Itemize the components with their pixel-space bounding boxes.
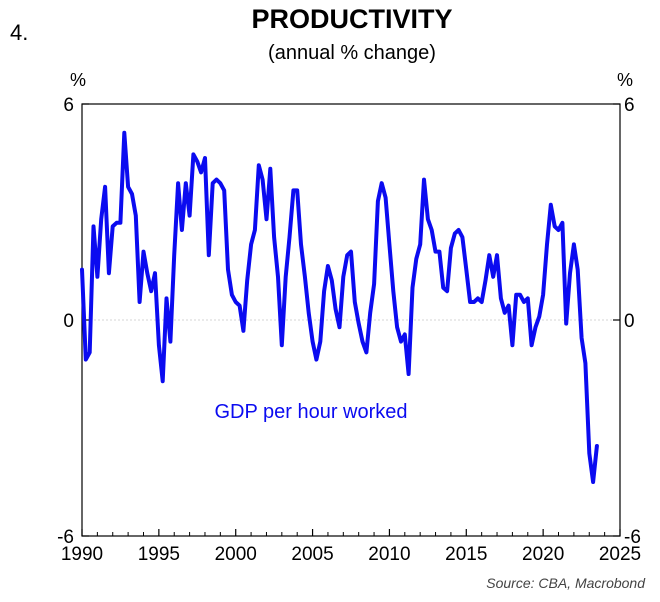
chart-title: PRODUCTIVITY <box>251 4 452 34</box>
x-tick-label: 1990 <box>61 544 103 565</box>
x-tick-label: 2020 <box>522 544 564 565</box>
x-tick-label: 2000 <box>215 544 257 565</box>
y-tick-label-right: 0 <box>624 311 635 332</box>
y-axis-unit-left: % <box>70 70 86 90</box>
y-tick-label-left: 0 <box>63 311 74 332</box>
axis-tick-labels: -6 -6 0 0 6 6 1990 1995 2000 2005 2010 2015 2020 2025 <box>57 95 641 565</box>
y-tick-label-left: 6 <box>63 95 74 116</box>
x-tick-label: 1995 <box>138 544 180 565</box>
x-tick-label: 2015 <box>445 544 487 565</box>
y-tick-label-right: -6 <box>624 527 641 548</box>
x-tick-label: 2010 <box>368 544 410 565</box>
source-note: Source: CBA, Macrobond <box>486 575 646 591</box>
y-tick-label-left: -6 <box>57 527 74 548</box>
series-annotation: GDP per hour worked <box>214 401 407 423</box>
x-tick-label: 2005 <box>291 544 333 565</box>
x-tick-label: 2025 <box>599 544 641 565</box>
y-tick-label-right: 6 <box>624 95 635 116</box>
axis-ticks <box>81 103 621 537</box>
series-line-gdp-per-hour-worked <box>80 130 599 484</box>
y-axis-unit-right: % <box>617 70 633 90</box>
figure-number: 4. <box>10 20 28 45</box>
chart-subtitle: (annual % change) <box>268 42 436 64</box>
